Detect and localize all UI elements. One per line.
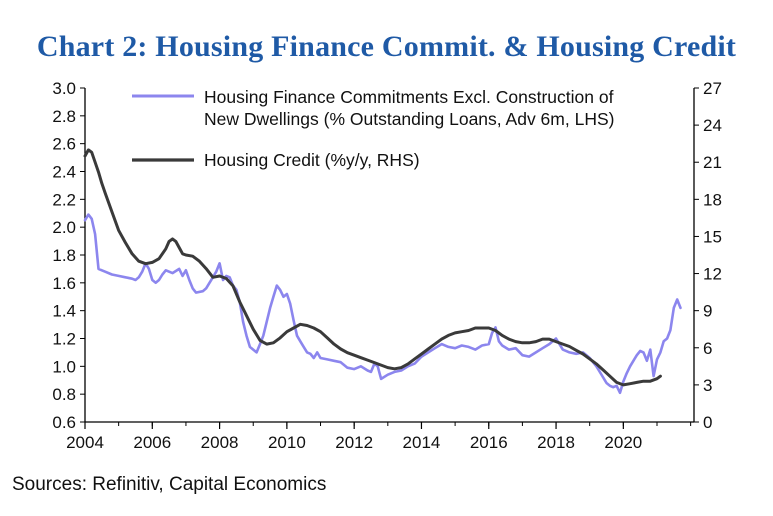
source-note: Sources: Refinitiv, Capital Economics bbox=[12, 474, 327, 495]
x-tick-label: 2016 bbox=[470, 433, 508, 452]
series-line-housing-finance-commitments bbox=[83, 213, 682, 395]
y-right-tick-label: 6 bbox=[703, 339, 712, 358]
x-tick-label: 2008 bbox=[201, 433, 239, 452]
y-left-tick-label: 0.6 bbox=[52, 413, 76, 432]
x-tick-label: 2006 bbox=[133, 433, 171, 452]
legend-label-housing-finance-commitments: Housing Finance Commitments Excl. Constr… bbox=[204, 87, 614, 107]
legend: Housing Finance Commitments Excl. Constr… bbox=[132, 87, 614, 170]
y-left-tick-label: 1.4 bbox=[52, 302, 76, 321]
legend-label-housing-credit: Housing Credit (%y/y, RHS) bbox=[204, 150, 420, 170]
axes-layer: 0.6 0.8 1.0 1.2 1.4 1.6 1.8 2.0 2.2 2.4 2.6 2.8 3.0 0… bbox=[52, 79, 722, 452]
legend-label-housing-finance-commitments: New Dwellings (% Outstanding Loans, Adv … bbox=[204, 109, 614, 129]
y-right-tick-label: 18 bbox=[703, 190, 722, 209]
x-tick-label: 2014 bbox=[403, 433, 441, 452]
chart-title: Chart 2: Housing Finance Commit. & Housi… bbox=[36, 30, 737, 63]
y-right-tick-label: 3 bbox=[703, 376, 712, 395]
y-left-tick-label: 1.2 bbox=[52, 330, 76, 349]
y-right-tick-label: 12 bbox=[703, 265, 722, 284]
y-right-tick-label: 0 bbox=[703, 413, 712, 432]
y-right-tick-label: 9 bbox=[703, 302, 712, 321]
y-left-tick-label: 1.8 bbox=[52, 246, 76, 265]
y-left-tick-label: 2.8 bbox=[52, 107, 76, 126]
x-tick-label: 2012 bbox=[335, 433, 373, 452]
x-tick-label: 2020 bbox=[604, 433, 642, 452]
x-tick-label: 2010 bbox=[268, 433, 306, 452]
series-layer bbox=[83, 148, 682, 395]
y-left-tick-label: 0.8 bbox=[52, 385, 76, 404]
series-line-housing-credit bbox=[83, 148, 662, 387]
y-right-tick-label: 21 bbox=[703, 153, 722, 172]
y-left-tick-label: 2.4 bbox=[52, 163, 76, 182]
y-left-tick-label: 2.6 bbox=[52, 135, 76, 154]
y-right-tick-label: 24 bbox=[703, 116, 722, 135]
y-right-tick-label: 15 bbox=[703, 227, 722, 246]
y-left-tick-label: 2.0 bbox=[52, 218, 76, 237]
y-right-tick-label: 27 bbox=[703, 79, 722, 98]
y-left-tick-label: 1.0 bbox=[52, 357, 76, 376]
y-left-tick-label: 1.6 bbox=[52, 274, 76, 293]
y-left-tick-label: 2.2 bbox=[52, 190, 76, 209]
x-tick-label: 2018 bbox=[537, 433, 575, 452]
x-tick-label: 2004 bbox=[66, 433, 104, 452]
y-left-tick-label: 3.0 bbox=[52, 79, 76, 98]
